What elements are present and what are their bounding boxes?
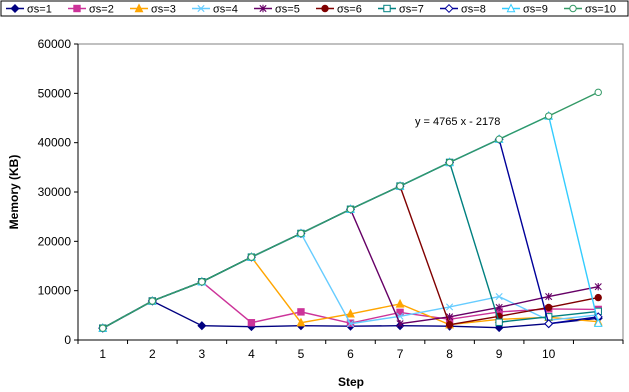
data-point — [247, 253, 256, 261]
legend-label: σs=1 — [27, 4, 52, 16]
x-tick-label: 5 — [298, 347, 305, 361]
data-point — [545, 292, 553, 301]
y-tick-label: 40000 — [38, 136, 72, 150]
x-tick-label: 4 — [248, 347, 255, 361]
data-point — [296, 317, 306, 327]
y-tick-label: 0 — [64, 333, 71, 347]
y-tick-label: 60000 — [38, 37, 72, 51]
legend-item: σs=10 — [564, 4, 616, 16]
series-layer — [98, 88, 603, 333]
data-point — [297, 229, 305, 238]
legend-marker — [321, 4, 329, 13]
data-point — [197, 321, 207, 331]
legend-label: σs=3 — [151, 4, 176, 16]
data-point — [346, 308, 355, 318]
legend-item: σs=1 — [6, 4, 52, 16]
legend-marker — [197, 4, 205, 13]
legend-item: σs=2 — [68, 4, 114, 16]
data-point — [544, 112, 553, 120]
y-axis-ticks: 0 10000 20000 30000 40000 50000 60000 — [38, 37, 78, 347]
legend-item: σs=8 — [440, 4, 486, 16]
series-8 — [98, 134, 603, 333]
legend-label: σs=5 — [275, 4, 300, 16]
y-tick-label: 30000 — [38, 185, 72, 199]
legend-label: σs=4 — [213, 4, 238, 16]
y-tick-label: 10000 — [38, 284, 72, 298]
legend: σs=1 σs=2 σs=3 σs=4 σs=5 σs=6 σs=7 σs=8 σs=9 σs=1… — [0, 0, 629, 17]
x-axis-ticks: 1 2 3 4 5 6 7 8 9 10 — [77, 340, 624, 361]
legend-item: σs=9 — [502, 3, 548, 16]
data-point — [446, 303, 454, 311]
data-point — [495, 135, 503, 143]
data-point — [495, 318, 503, 326]
trendline-equation: y = 4765 x - 2178 — [415, 116, 500, 128]
legend-marker — [134, 3, 144, 13]
data-point — [445, 321, 454, 329]
x-axis-label: Step — [338, 375, 364, 389]
data-point — [395, 298, 405, 308]
legend-marker — [506, 3, 516, 13]
data-point — [396, 320, 404, 328]
data-point — [544, 303, 553, 312]
legend-label: σs=8 — [461, 4, 486, 16]
legend-item: σs=4 — [192, 4, 238, 16]
legend-item: σs=5 — [254, 4, 300, 16]
series-line — [102, 161, 599, 329]
legend-item: σs=3 — [130, 3, 176, 16]
legend-label: σs=7 — [399, 4, 424, 16]
x-tick-label: 8 — [446, 347, 453, 361]
x-tick-label: 10 — [542, 347, 556, 361]
legend-item: σs=7 — [378, 4, 424, 16]
legend-label: σs=10 — [585, 4, 616, 16]
legend-label: σs=2 — [89, 4, 114, 16]
x-tick-label: 9 — [496, 347, 503, 361]
series-10 — [99, 88, 602, 332]
data-point — [396, 182, 404, 190]
legend-marker — [383, 4, 391, 13]
data-point — [445, 158, 454, 167]
series-9 — [98, 110, 603, 332]
data-point — [346, 205, 355, 213]
data-point — [495, 292, 503, 301]
legend-frame — [0, 0, 629, 17]
legend-marker — [73, 4, 81, 13]
legend-marker — [10, 3, 20, 14]
data-point — [594, 293, 602, 302]
x-tick-label: 2 — [149, 347, 156, 361]
data-point — [594, 88, 602, 97]
series-7 — [99, 158, 602, 332]
data-point — [148, 297, 157, 305]
legend-label: σs=9 — [523, 4, 548, 16]
series-line — [102, 115, 599, 329]
x-tick-label: 1 — [99, 347, 106, 361]
data-point — [247, 319, 256, 327]
legend-item: σs=6 — [316, 4, 362, 16]
x-tick-label: 6 — [347, 347, 354, 361]
legend-marker — [444, 3, 454, 14]
data-point — [99, 324, 107, 332]
legend-marker — [569, 4, 577, 13]
data-point — [495, 303, 503, 312]
x-tick-label: 3 — [199, 347, 206, 361]
data-point — [594, 283, 602, 291]
data-point — [346, 320, 355, 328]
data-point — [593, 318, 603, 327]
data-point — [297, 308, 305, 316]
y-axis-label: Memory (KB) — [7, 155, 21, 230]
legend-label: σs=6 — [337, 4, 362, 16]
data-point — [198, 278, 206, 286]
x-tick-label: 7 — [397, 347, 404, 361]
y-tick-label: 20000 — [38, 234, 72, 248]
y-tick-label: 50000 — [38, 86, 72, 100]
data-point — [544, 319, 554, 329]
series-line — [102, 138, 599, 329]
legend-marker — [259, 4, 267, 13]
